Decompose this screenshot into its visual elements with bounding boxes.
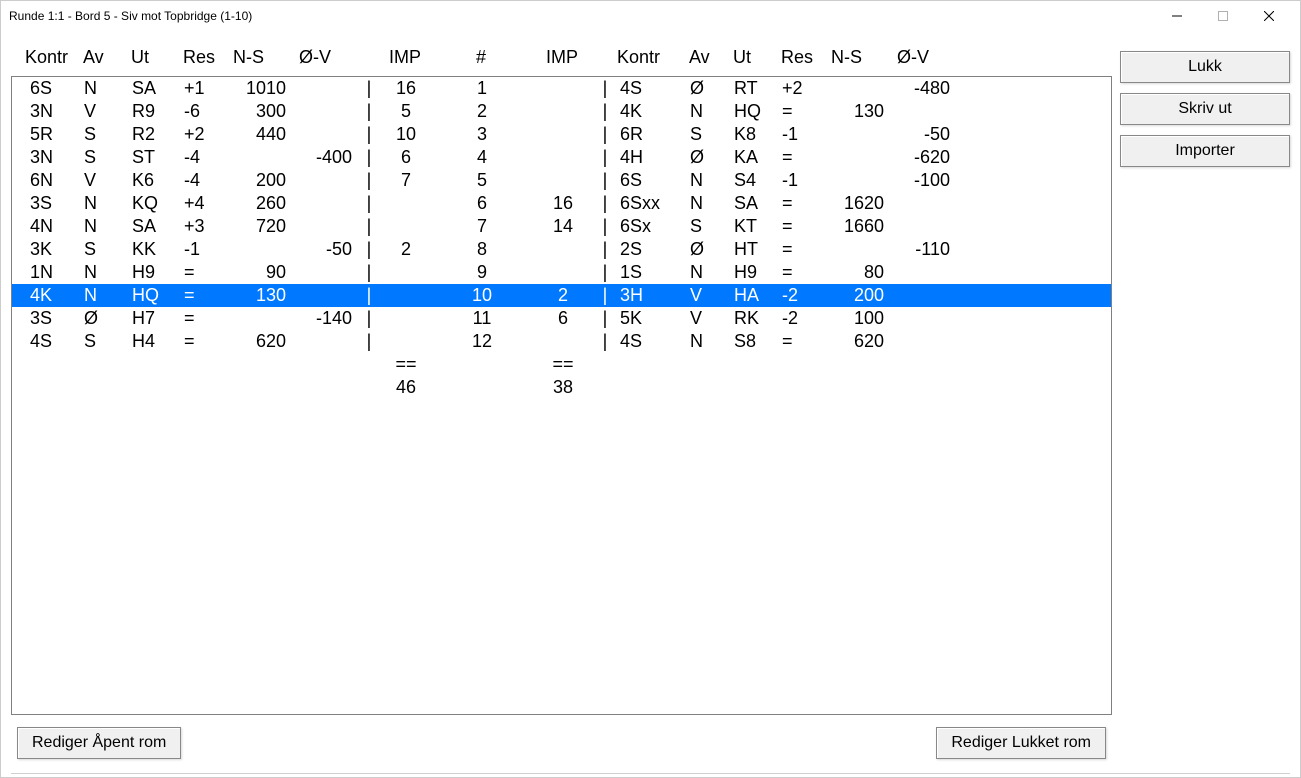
window: Runde 1:1 - Bord 5 - Siv mot Topbridge (… xyxy=(0,0,1301,778)
table-row[interactable]: 1NNH9=90|9|1SNH9=80 xyxy=(12,261,1111,284)
table-row[interactable]: 5RSR2+2440|103|6RSK8-1-50 xyxy=(12,123,1111,146)
table-row[interactable]: 4SSH4=620|12|4SNS8=620 xyxy=(12,330,1111,353)
header-ns-1: N-S xyxy=(227,47,293,68)
header-ut-1: Ut xyxy=(129,47,181,68)
table-row[interactable]: 4KNHQ=130|102|3HVHA-2200 xyxy=(12,284,1111,307)
table-row[interactable]: 6NVK6-4200|75|6SNS4-1-100 xyxy=(12,169,1111,192)
print-button[interactable]: Skriv ut xyxy=(1120,93,1290,125)
header-ns-2: N-S xyxy=(825,47,891,68)
table-row[interactable]: 3NSST-4-400|64|4HØKA=-620 xyxy=(12,146,1111,169)
summary-row: 4638 xyxy=(12,376,1111,399)
import-button[interactable]: Importer xyxy=(1120,135,1290,167)
table-row[interactable]: 3KSKK-1-50|28|2SØHT=-110 xyxy=(12,238,1111,261)
bottom-border xyxy=(11,773,1290,777)
close-icon[interactable] xyxy=(1246,1,1292,31)
edit-closed-room-button[interactable]: Rediger Lukket rom xyxy=(936,727,1106,759)
table-row[interactable]: 3SØH7=-140|116|5KVRK-2100 xyxy=(12,307,1111,330)
left-panel: Kontr Av Ut Res N-S Ø-V IMP # IMP Kontr … xyxy=(11,41,1112,773)
header-ov-2: Ø-V xyxy=(891,47,955,68)
window-title: Runde 1:1 - Bord 5 - Siv mot Topbridge (… xyxy=(9,9,1154,23)
minimize-icon[interactable] xyxy=(1154,1,1200,31)
titlebar: Runde 1:1 - Bord 5 - Siv mot Topbridge (… xyxy=(1,1,1300,31)
header-res-1: Res xyxy=(181,47,227,68)
header-ut-2: Ut xyxy=(731,47,779,68)
close-button[interactable]: Lukk xyxy=(1120,51,1290,83)
header-kontr-1: Kontr xyxy=(11,47,81,68)
table-row[interactable]: 3NVR9-6300|52|4KNHQ=130 xyxy=(12,100,1111,123)
maximize-icon[interactable] xyxy=(1200,1,1246,31)
right-panel: Lukk Skriv ut Importer xyxy=(1120,41,1290,773)
bottom-toolbar: Rediger Åpent rom Rediger Lukket rom xyxy=(11,715,1112,773)
table-row[interactable]: 4NNSA+3720|714|6SxSKT=1660 xyxy=(12,215,1111,238)
header-ov-1: Ø-V xyxy=(293,47,357,68)
header-imp-2: IMP xyxy=(531,47,593,68)
header-num: # xyxy=(431,47,531,68)
edit-open-room-button[interactable]: Rediger Åpent rom xyxy=(17,727,181,759)
header-res-2: Res xyxy=(779,47,825,68)
table-row[interactable]: 3SNKQ+4260|616|6SxxNSA=1620 xyxy=(12,192,1111,215)
header-imp-1: IMP xyxy=(379,47,431,68)
header-av-2: Av xyxy=(687,47,731,68)
summary-row: ==== xyxy=(12,353,1111,376)
table-row[interactable]: 6SNSA+11010|161|4SØRT+2-480 xyxy=(12,77,1111,100)
window-controls xyxy=(1154,1,1292,31)
table-header: Kontr Av Ut Res N-S Ø-V IMP # IMP Kontr … xyxy=(11,41,1112,76)
header-av-1: Av xyxy=(81,47,129,68)
content-area: Kontr Av Ut Res N-S Ø-V IMP # IMP Kontr … xyxy=(1,31,1300,773)
results-list[interactable]: 6SNSA+11010|161|4SØRT+2-4803NVR9-6300|52… xyxy=(11,76,1112,715)
header-kontr-2: Kontr xyxy=(615,47,687,68)
